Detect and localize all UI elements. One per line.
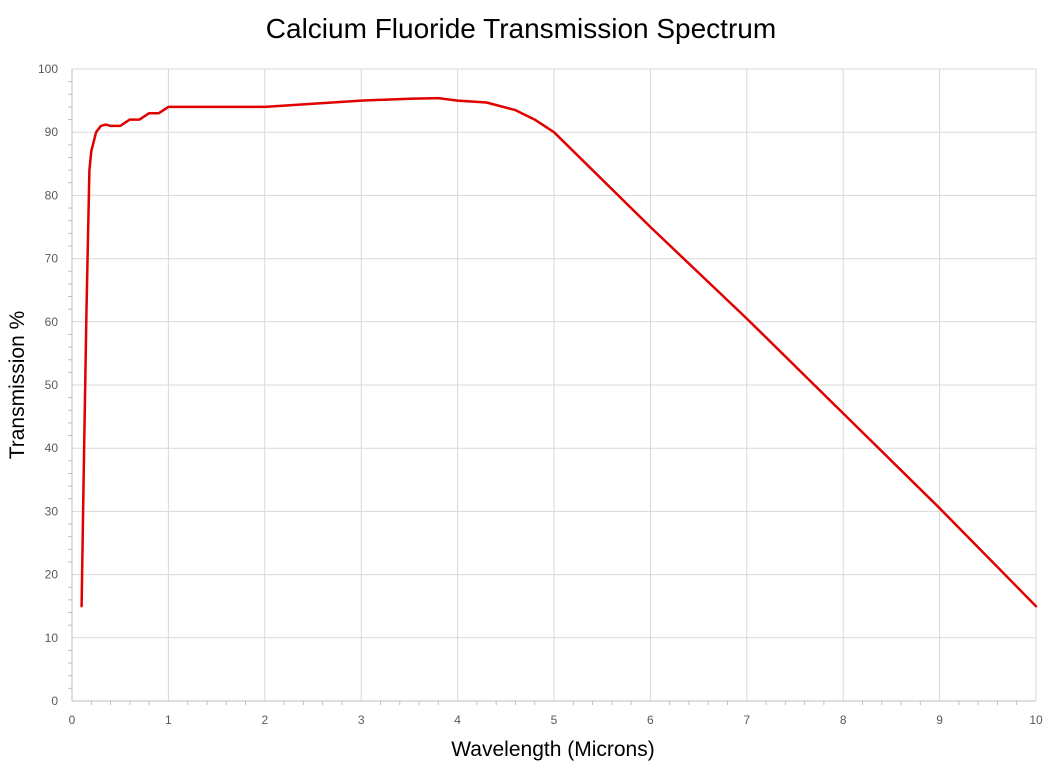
y-tick-label: 90 (45, 125, 59, 139)
x-tick-label: 0 (69, 713, 76, 727)
x-tick-label: 3 (358, 713, 365, 727)
transmission-series-line (80, 96, 1038, 608)
x-tick-label: 4 (454, 713, 461, 727)
axes (68, 69, 1036, 705)
y-tick-label: 20 (45, 568, 59, 582)
y-tick-label: 60 (45, 315, 59, 329)
y-tick-label: 0 (51, 694, 58, 708)
chart-title: Calcium Fluoride Transmission Spectrum (266, 13, 776, 44)
grid-lines (72, 68, 1037, 701)
data-series (80, 96, 1038, 608)
x-axis-title: Wavelength (Microns) (451, 738, 654, 761)
y-axis-title: Transmission % (6, 311, 29, 460)
y-tick-label: 40 (45, 441, 59, 455)
y-tick-label: 80 (45, 188, 59, 202)
y-tick-label: 10 (45, 631, 59, 645)
y-tick-label: 100 (38, 62, 58, 76)
x-tick-label: 1 (165, 713, 172, 727)
x-tick-label: 2 (261, 713, 268, 727)
x-tick-label: 8 (840, 713, 847, 727)
x-tick-label: 10 (1029, 713, 1043, 727)
x-tick-label: 6 (647, 713, 654, 727)
x-tick-label: 5 (551, 713, 558, 727)
y-tick-label: 50 (45, 378, 59, 392)
y-tick-label: 30 (45, 504, 59, 518)
x-tick-label: 9 (936, 713, 943, 727)
tick-labels: 0 10 20 30 40 50 60 70 80 90 100 0 1 2 3 4 5 6 7 8 9 10 (38, 62, 1043, 727)
y-tick-label: 70 (45, 252, 59, 266)
x-tick-label: 7 (743, 713, 750, 727)
